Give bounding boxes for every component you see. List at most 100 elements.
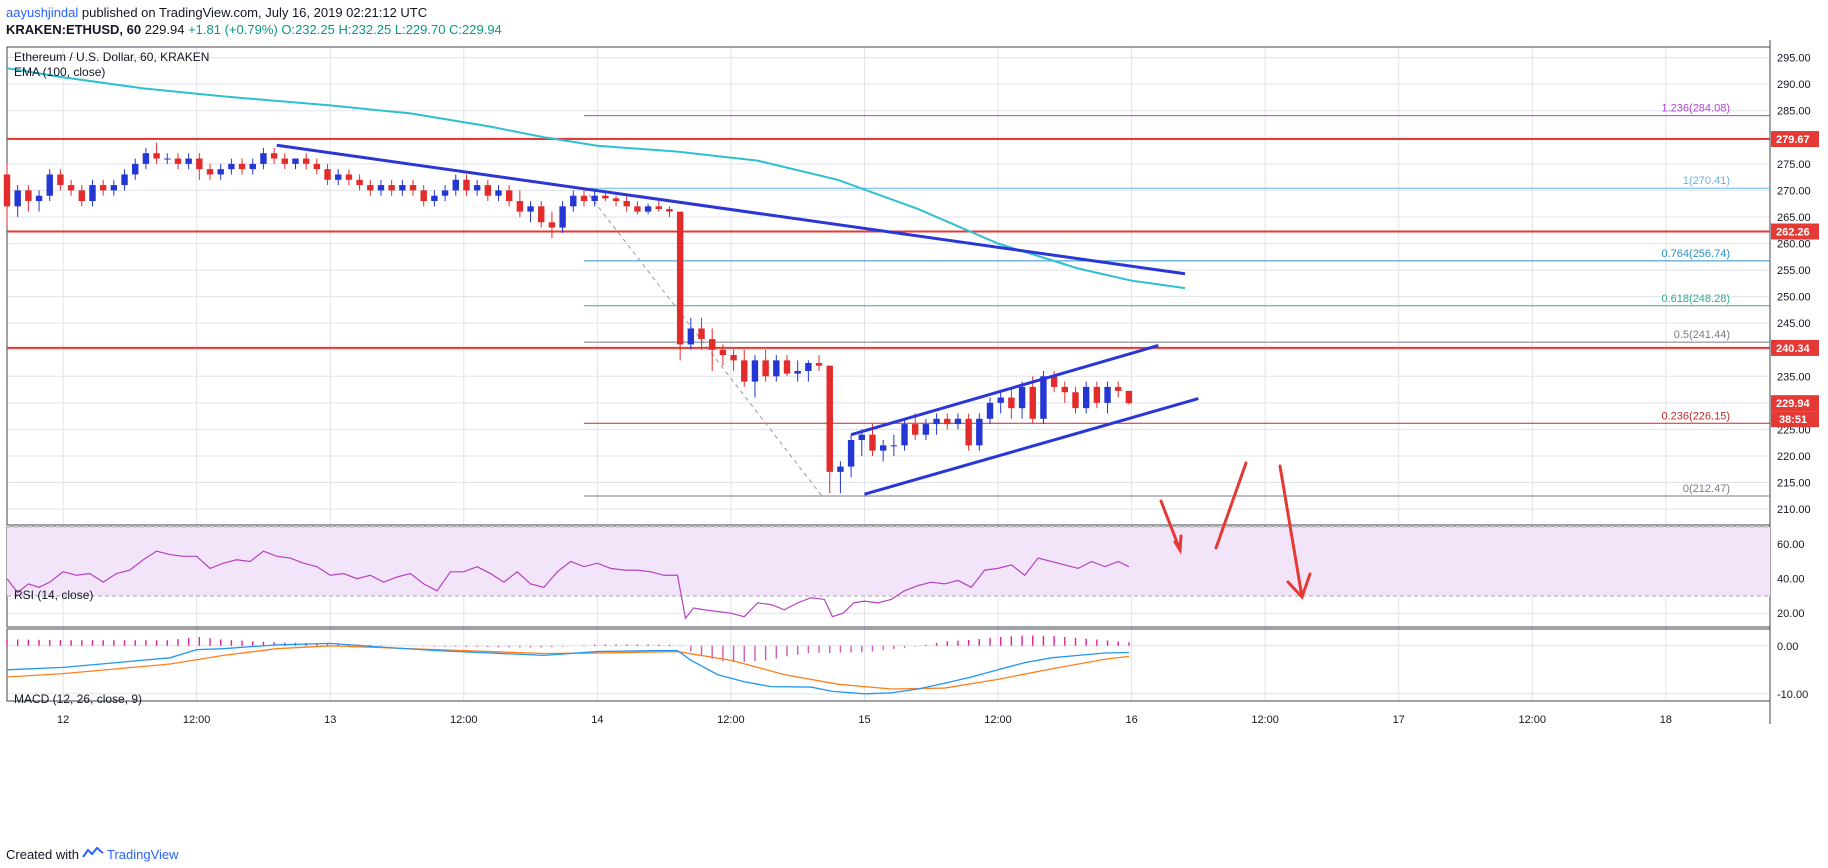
candle-body	[1061, 386, 1069, 393]
candle-body	[912, 424, 919, 435]
rsi-line	[6, 550, 1130, 620]
time-tick-label: 14	[591, 714, 603, 726]
candle-body	[944, 418, 951, 425]
time-tick-label: 12	[57, 714, 69, 726]
candle-body	[409, 185, 417, 191]
countdown-text: 38:51	[1779, 414, 1807, 426]
macd-legend: MACD (12, 26, close, 9)	[14, 692, 142, 706]
chart-canvas[interactable]: 1.236(284.08) 1(270.41) 0.764(256.74) 0.618…	[0, 40, 1828, 840]
candle-body	[367, 185, 374, 191]
price-tick-label: 260.00	[1777, 239, 1811, 251]
candle-body	[14, 190, 21, 207]
candle-body	[1018, 386, 1026, 409]
candle-body	[676, 211, 684, 345]
candle-body	[196, 158, 203, 170]
projection-arrow-down-long	[1278, 464, 1304, 599]
candle-body	[302, 158, 310, 164]
price-tick-label: 250.00	[1777, 292, 1811, 304]
candle-body	[238, 163, 246, 170]
author-link[interactable]: aayushjindal	[6, 5, 79, 20]
candle-body	[879, 445, 887, 451]
price-label-text: 240.34	[1776, 343, 1811, 355]
candle-body	[249, 163, 256, 170]
fib-level-label: 0(212.47)	[1683, 483, 1730, 495]
rsi-tick-label: 20.00	[1777, 608, 1805, 620]
chart-axes: 12 12:00 13 12:00 14 12:00 15 12:00 16 12:00 17 12:…	[57, 53, 1819, 726]
candle-body	[698, 328, 705, 340]
candle-body	[997, 397, 1004, 403]
candle-body	[206, 169, 214, 175]
price-label-text: 229.94	[1776, 398, 1811, 410]
chart-grid	[7, 47, 1770, 701]
projection-arrow-up	[1214, 461, 1248, 550]
fib-level-label: 0.5(241.44)	[1674, 329, 1730, 341]
price-tick-label: 270.00	[1777, 185, 1811, 197]
price-tick-label: 235.00	[1777, 371, 1811, 383]
candle-body	[666, 208, 673, 212]
price-label-text: 262.26	[1776, 227, 1810, 239]
macd-tick-label: -10.00	[1777, 689, 1808, 701]
pane-frame-main	[6, 46, 1771, 526]
fib-diagonal	[583, 187, 823, 497]
price-tick-label: 225.00	[1777, 424, 1811, 436]
time-tick-label: 12:00	[183, 714, 211, 726]
candle-body	[858, 434, 865, 441]
symbol-label: KRAKEN:ETHUSD, 60	[6, 22, 142, 37]
chart-title: Ethereum / U.S. Dollar, 60, KRAKEN	[14, 50, 209, 64]
candle-body	[132, 163, 139, 175]
price-tick-label: 220.00	[1777, 451, 1811, 463]
price-tick-label: 265.00	[1777, 212, 1811, 224]
pane-frame-macd	[6, 628, 1771, 702]
candle-body	[46, 174, 53, 196]
rsi-tick-label: 60.00	[1777, 539, 1805, 551]
price-change: +1.81 (+0.79%)	[188, 22, 278, 37]
candle-body	[1125, 390, 1133, 404]
candle-body	[463, 179, 470, 191]
macd-tick-label: 0.00	[1777, 641, 1798, 653]
candle-body	[1104, 386, 1111, 403]
candle-body	[847, 440, 855, 467]
price-label-box	[1771, 339, 1819, 356]
ema-legend: EMA (100, close)	[14, 65, 105, 79]
candle-body	[708, 339, 716, 350]
candle-body	[516, 201, 524, 212]
publish-info: published on TradingView.com, July 16, 2…	[81, 5, 428, 20]
candle-body	[324, 169, 331, 180]
candle-body	[399, 185, 406, 191]
candle-body	[110, 185, 118, 191]
publish-header: aayushjindal published on TradingView.co…	[6, 4, 502, 38]
last-price: 229.94	[144, 22, 185, 37]
price-label-box	[1771, 223, 1819, 240]
candle-body	[730, 355, 737, 361]
candle-body	[976, 418, 983, 446]
candle-body	[644, 206, 652, 212]
candle-body	[538, 206, 545, 223]
candle-body	[121, 174, 128, 186]
candle-body	[78, 190, 85, 202]
ohlc-values: O:232.25 H:232.25 L:229.70 C:229.94	[281, 22, 502, 37]
tradingview-brand[interactable]: TradingView	[106, 846, 179, 862]
candle-body	[1029, 386, 1036, 419]
candle-body	[826, 365, 833, 472]
candle-body	[1082, 386, 1090, 409]
price-label-box	[1771, 131, 1819, 148]
ema-line	[6, 67, 1186, 290]
candle-body	[1072, 392, 1079, 409]
candle-body	[901, 424, 908, 446]
price-tick-label: 290.00	[1777, 79, 1811, 91]
fib-level-label: 0.618(248.28)	[1662, 293, 1731, 305]
chart-marks: 1.236(284.08) 1(270.41) 0.764(256.74) 0.618…	[3, 67, 1770, 695]
candle-body	[431, 195, 438, 202]
candle-body	[420, 190, 427, 202]
candle-body	[1040, 376, 1047, 419]
candle-body	[174, 158, 182, 164]
candle-body	[741, 360, 748, 382]
candle-body	[751, 360, 759, 382]
candle-body	[35, 195, 43, 202]
rsi-band	[7, 527, 1770, 596]
created-with-label: Created with	[6, 846, 79, 862]
fib-level-label: 0.764(256.74)	[1662, 248, 1731, 260]
candle-body	[484, 185, 492, 196]
rsi-legend: RSI (14, close)	[14, 588, 93, 602]
price-tick-label: 255.00	[1777, 265, 1811, 277]
